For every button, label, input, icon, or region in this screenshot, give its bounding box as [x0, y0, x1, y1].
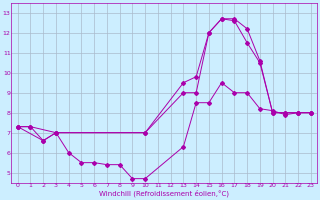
X-axis label: Windchill (Refroidissement éolien,°C): Windchill (Refroidissement éolien,°C): [99, 190, 229, 197]
